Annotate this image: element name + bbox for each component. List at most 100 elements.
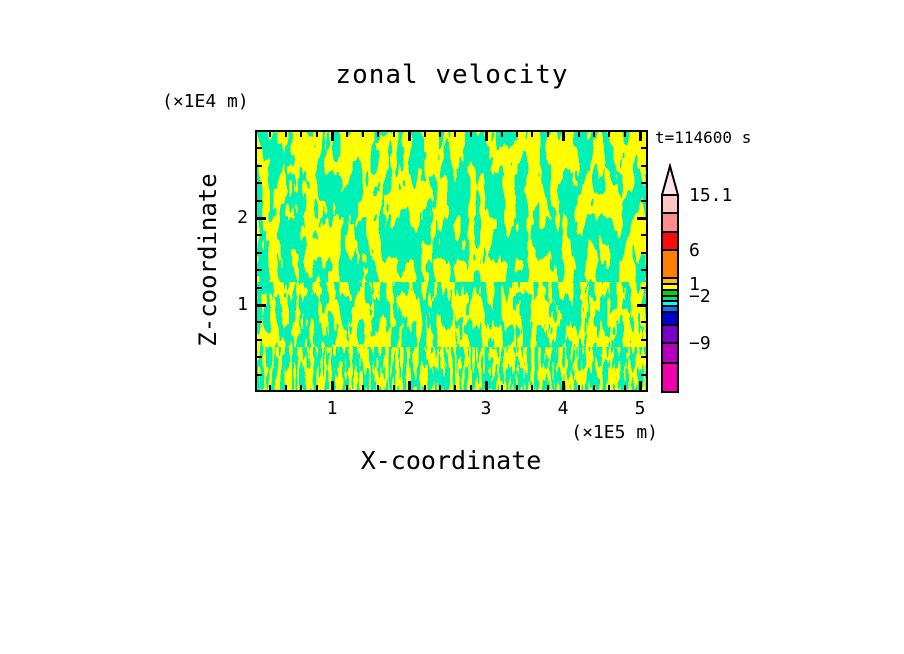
x-tick <box>377 132 379 137</box>
x-tick <box>362 132 364 137</box>
y-tick <box>257 252 262 254</box>
x-tick <box>269 385 271 390</box>
x-tick <box>624 132 626 137</box>
x-tick <box>393 132 395 137</box>
x-tick-label: 2 <box>403 398 415 419</box>
y-tick <box>641 374 646 376</box>
colorbar-segment <box>661 362 679 393</box>
velocity-field <box>257 132 646 390</box>
y-tick <box>257 374 262 376</box>
x-tick <box>624 385 626 390</box>
y-tick <box>641 339 646 341</box>
x-tick <box>578 385 580 390</box>
x-tick <box>439 132 441 137</box>
colorbar-label: 15.1 <box>689 185 733 206</box>
colorbar <box>660 163 680 393</box>
y-tick <box>641 147 646 149</box>
x-tick <box>593 385 595 390</box>
x-tick <box>501 385 503 390</box>
time-label: t=114600 s <box>655 128 752 147</box>
y-axis-units-label: (×1E4 m) <box>162 91 249 112</box>
chart-title: zonal velocity <box>335 60 569 90</box>
colorbar-segment <box>661 249 679 279</box>
x-tick-label: 1 <box>326 398 338 419</box>
x-tick <box>346 385 348 390</box>
y-tick <box>641 321 646 323</box>
y-tick <box>257 217 266 220</box>
colorbar-segment <box>661 212 679 233</box>
y-tick <box>257 234 262 236</box>
x-tick <box>331 132 334 141</box>
x-tick <box>454 385 456 390</box>
y-tick <box>641 356 646 358</box>
x-tick <box>316 385 318 390</box>
x-tick-label: 4 <box>557 398 569 419</box>
x-tick <box>454 132 456 137</box>
colorbar-segment <box>661 231 679 251</box>
y-axis-title: Z-coordinate <box>194 173 222 347</box>
y-tick <box>257 304 266 307</box>
x-tick <box>531 132 533 137</box>
x-tick <box>316 132 318 137</box>
colorbar-segment <box>661 311 679 326</box>
x-tick <box>362 385 364 390</box>
y-tick-label: 1 <box>237 294 248 315</box>
x-tick <box>578 132 580 137</box>
y-tick-label: 2 <box>237 207 248 228</box>
x-tick <box>639 132 642 141</box>
y-tick <box>257 147 262 149</box>
y-tick <box>257 356 262 358</box>
x-tick <box>285 132 287 137</box>
colorbar-arrow-tip <box>660 163 680 196</box>
x-tick <box>346 132 348 137</box>
x-tick <box>408 381 411 390</box>
y-tick <box>257 165 262 167</box>
x-tick <box>485 381 488 390</box>
y-tick <box>637 217 646 220</box>
x-tick <box>562 132 565 141</box>
y-tick <box>637 304 646 307</box>
x-tick <box>593 132 595 137</box>
x-tick <box>377 385 379 390</box>
y-tick <box>641 287 646 289</box>
x-tick <box>516 385 518 390</box>
x-tick <box>639 381 642 390</box>
y-tick <box>641 252 646 254</box>
colorbar-label: −2 <box>689 286 711 307</box>
x-axis-units-label: (×1E5 m) <box>571 422 658 443</box>
x-tick <box>439 385 441 390</box>
x-tick <box>547 385 549 390</box>
x-tick <box>300 385 302 390</box>
x-tick <box>424 132 426 137</box>
y-tick <box>257 287 262 289</box>
x-tick <box>485 132 488 141</box>
x-tick <box>424 385 426 390</box>
y-tick <box>641 269 646 271</box>
x-tick-label: 3 <box>480 398 492 419</box>
y-tick <box>641 182 646 184</box>
y-tick <box>641 234 646 236</box>
y-tick <box>257 182 262 184</box>
colorbar-segment <box>661 194 679 214</box>
x-tick <box>408 132 411 141</box>
x-tick <box>501 132 503 137</box>
colorbar-segment <box>661 324 679 344</box>
x-axis-title: X-coordinate <box>360 446 542 475</box>
x-tick <box>393 385 395 390</box>
x-tick <box>331 381 334 390</box>
y-tick <box>257 321 262 323</box>
x-tick <box>608 385 610 390</box>
y-tick <box>641 200 646 202</box>
y-tick <box>257 200 262 202</box>
x-tick <box>470 132 472 137</box>
y-tick <box>641 165 646 167</box>
x-tick <box>285 385 287 390</box>
colorbar-label: 6 <box>689 240 700 261</box>
x-tick <box>516 132 518 137</box>
x-tick <box>547 132 549 137</box>
y-tick <box>257 269 262 271</box>
colorbar-label: 1 <box>689 274 700 295</box>
x-tick <box>608 132 610 137</box>
y-tick <box>257 339 262 341</box>
